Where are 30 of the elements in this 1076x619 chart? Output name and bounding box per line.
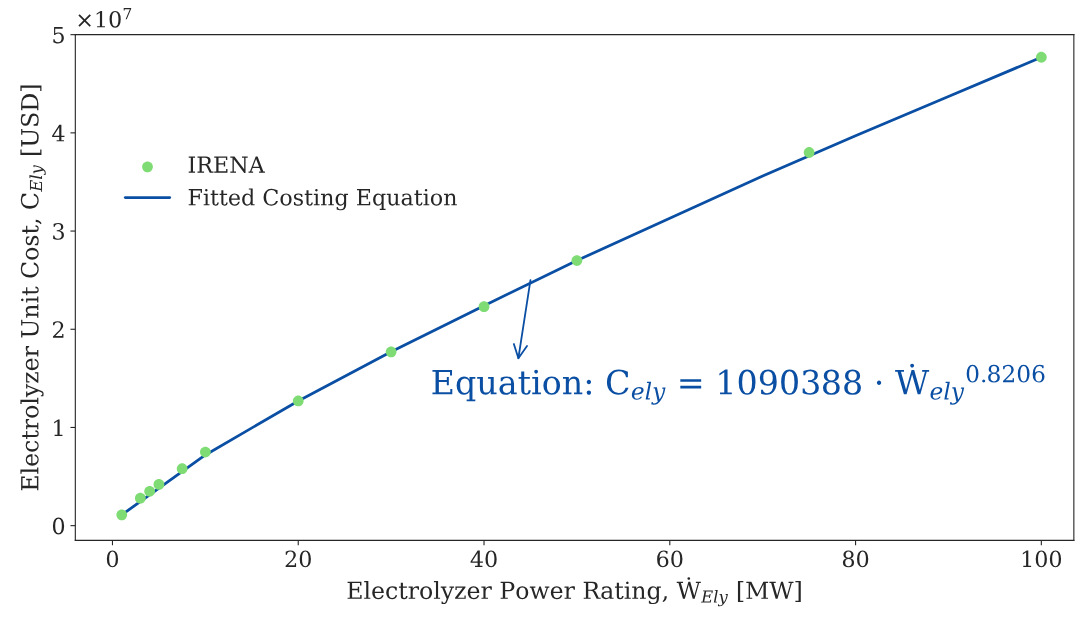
x-tick-label: 80	[842, 550, 869, 568]
x-axis-title: Electrolyzer Power Rating, Ẇ$_{Ely}$ [MW]	[347, 577, 801, 607]
point	[803, 147, 815, 158]
y-axis-title: Electrolyzer Unit Cost, C$_{Ely}$ [USD]	[20, 85, 46, 491]
y-tick-label: 4	[52, 124, 65, 142]
annotation: Equation: C$_{ely}$ = 1090388 · Ẇ$_{ely}$$^{0.8206}$	[432, 363, 1045, 405]
point	[134, 492, 146, 504]
y-tick-label: 5	[53, 26, 64, 44]
x-tick-label: 100	[1022, 550, 1062, 568]
text: ×10$^{7}$	[78, 7, 132, 28]
point	[199, 446, 211, 458]
legend-label: Fitted Costing Equation	[188, 188, 457, 211]
x-tick-label: 60	[657, 550, 683, 568]
x-tick-label: 20	[285, 550, 311, 568]
point	[116, 509, 128, 521]
point	[176, 463, 188, 475]
y-tick-label: 1	[54, 419, 63, 436]
point	[385, 346, 397, 358]
point	[478, 301, 490, 313]
y-tick-label: 3	[53, 223, 64, 240]
x-tick-label: 0	[106, 550, 119, 568]
point	[292, 395, 304, 407]
point	[144, 485, 156, 497]
point	[571, 255, 583, 266]
legend-label: IRENA	[188, 156, 265, 174]
point	[1035, 51, 1047, 63]
x-tick-label: 40	[470, 550, 497, 568]
y-tick-label: 2	[52, 321, 64, 338]
y-tick-label: 0	[52, 517, 65, 535]
point	[153, 479, 165, 490]
